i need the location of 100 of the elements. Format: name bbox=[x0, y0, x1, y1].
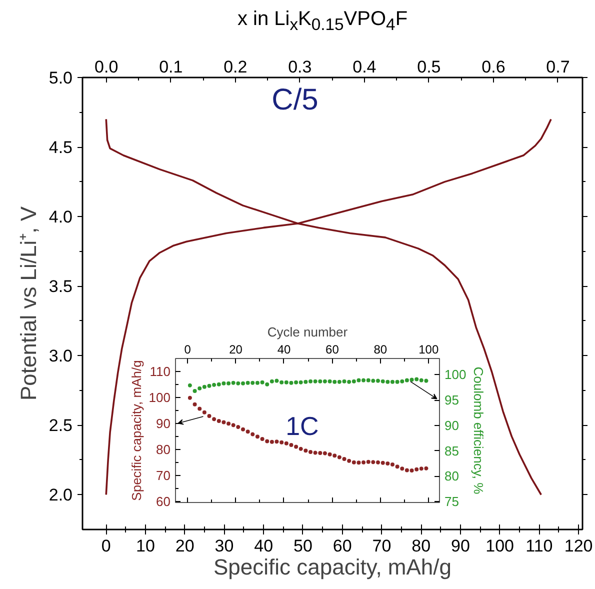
point bbox=[337, 380, 342, 384]
y-tick-label: 110 bbox=[150, 364, 171, 379]
point bbox=[236, 381, 240, 386]
y2-tick-label: 90 bbox=[444, 418, 459, 433]
x-tick-label: 20 bbox=[229, 342, 243, 356]
point bbox=[280, 380, 284, 384]
point bbox=[207, 414, 212, 418]
point bbox=[202, 384, 206, 389]
y-tick-label: 4.0 bbox=[48, 208, 73, 227]
point bbox=[298, 446, 303, 451]
x-tick-label: 20 bbox=[175, 536, 194, 556]
point bbox=[294, 380, 298, 384]
point bbox=[366, 460, 370, 464]
point bbox=[284, 441, 288, 446]
point bbox=[352, 460, 356, 464]
y-axis-title: Specific capacity, mAh/g bbox=[128, 360, 144, 501]
point bbox=[289, 380, 294, 385]
point bbox=[380, 460, 385, 465]
x-tick-label: 50 bbox=[294, 536, 312, 556]
point bbox=[280, 440, 284, 444]
point bbox=[342, 379, 346, 384]
x-tick-label: 0 bbox=[184, 342, 192, 356]
point bbox=[231, 423, 236, 428]
point bbox=[231, 380, 236, 385]
point bbox=[410, 468, 414, 472]
y-tick-label: 2.5 bbox=[48, 416, 73, 436]
x2-tick-label: 0.5 bbox=[417, 58, 441, 76]
point bbox=[284, 380, 288, 384]
point bbox=[212, 417, 216, 422]
y-axis-title: Potential vs Li/Li⁺, V bbox=[16, 206, 41, 401]
point bbox=[304, 448, 308, 453]
point bbox=[328, 379, 332, 384]
point bbox=[380, 379, 385, 384]
point bbox=[390, 462, 394, 466]
point bbox=[404, 378, 409, 382]
point bbox=[371, 460, 376, 464]
point bbox=[395, 464, 400, 469]
x-tick-label: 110 bbox=[526, 536, 553, 556]
point bbox=[260, 436, 264, 441]
point bbox=[260, 380, 264, 384]
point bbox=[274, 440, 279, 444]
point bbox=[216, 419, 221, 423]
point bbox=[337, 455, 342, 460]
x-tick-label: 0 bbox=[101, 536, 111, 556]
x-tick-label: 60 bbox=[326, 342, 340, 356]
x2-tick-label: 0.7 bbox=[546, 58, 570, 76]
point bbox=[241, 427, 246, 432]
x-axis-title: Cycle number bbox=[267, 324, 348, 340]
y-tick-label: 2.0 bbox=[48, 486, 73, 505]
point bbox=[198, 386, 202, 390]
point bbox=[294, 444, 298, 449]
x2-tick-label: 0.0 bbox=[94, 58, 118, 76]
point bbox=[308, 450, 313, 454]
x-tick-label: 10 bbox=[136, 536, 155, 556]
point bbox=[255, 434, 260, 439]
point bbox=[400, 466, 404, 471]
x-tick-label: 120 bbox=[564, 536, 593, 556]
point bbox=[304, 380, 308, 384]
point bbox=[250, 432, 255, 436]
point bbox=[255, 380, 260, 385]
point bbox=[313, 379, 318, 384]
point bbox=[424, 466, 428, 470]
point bbox=[419, 466, 424, 471]
point bbox=[376, 378, 380, 383]
y2-tick-label: 95 bbox=[444, 392, 459, 408]
point bbox=[332, 380, 337, 384]
x-tick-label: 100 bbox=[418, 342, 439, 356]
point bbox=[236, 424, 240, 429]
point bbox=[226, 381, 231, 386]
x2-tick-label: 0.1 bbox=[159, 58, 183, 76]
point bbox=[328, 452, 332, 456]
point bbox=[250, 380, 255, 385]
point bbox=[366, 378, 370, 382]
point bbox=[265, 382, 270, 386]
x-tick-label: 90 bbox=[451, 536, 470, 556]
point bbox=[270, 379, 274, 384]
point bbox=[274, 378, 279, 383]
point bbox=[308, 379, 313, 384]
x-tick-label: 30 bbox=[214, 536, 234, 556]
y-tick-label: 70 bbox=[156, 468, 171, 483]
point bbox=[192, 388, 197, 393]
point bbox=[198, 406, 202, 411]
point bbox=[356, 378, 361, 382]
x-tick-label: 70 bbox=[372, 536, 392, 556]
x2-tick-label: 0.4 bbox=[352, 58, 376, 76]
point bbox=[188, 383, 192, 388]
y2-axis-title: Coulomb efficiency, % bbox=[471, 366, 486, 495]
point bbox=[222, 420, 226, 424]
x-tick-label: 40 bbox=[254, 536, 274, 556]
point bbox=[265, 439, 270, 444]
y2-tick-label: 85 bbox=[444, 443, 459, 458]
point bbox=[188, 396, 192, 400]
point bbox=[410, 378, 414, 382]
point bbox=[395, 380, 400, 384]
point bbox=[342, 457, 346, 462]
y-tick-label: 100 bbox=[148, 390, 171, 405]
point bbox=[424, 378, 428, 383]
point bbox=[270, 440, 274, 444]
x2-axis-title: x in Li$_{x}$K$_{0.15}$VPO$_{4}$F bbox=[237, 7, 408, 36]
y-tick-label: 3.5 bbox=[48, 277, 73, 296]
